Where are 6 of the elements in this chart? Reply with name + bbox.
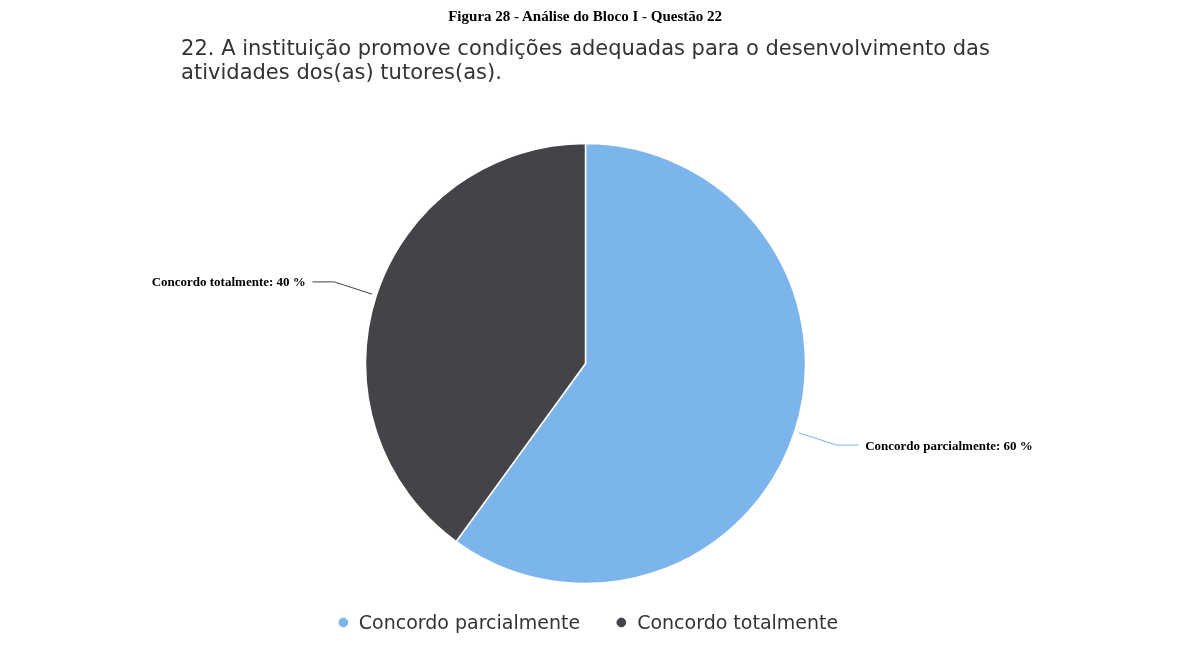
text: Figura 28 - Análise do Bloco I - Questão 22 <box>448 7 722 24</box>
legend-label: Concordo totalmente <box>637 611 839 633</box>
data-label: Concordo totalmente: 40 % <box>151 274 306 290</box>
legend-label: Concordo parcialmente <box>358 611 581 633</box>
chart-title: 22. A instituição promove condições adequadas para o desenvolvimento das atividades dos(as) tutores(as). <box>181 35 990 84</box>
data-label: Concordo parcialmente: 60 % <box>865 437 1033 453</box>
